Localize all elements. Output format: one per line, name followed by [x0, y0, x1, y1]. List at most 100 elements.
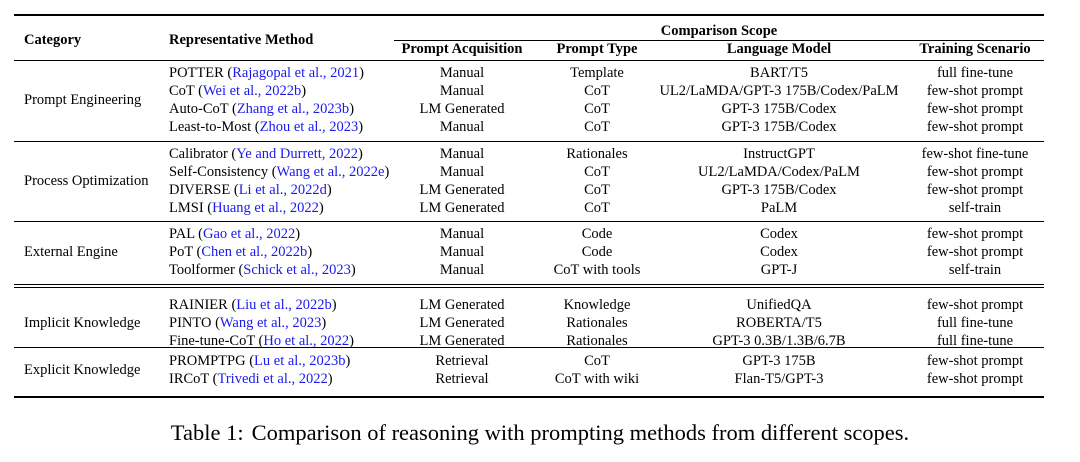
- scope-cell-1: LM Generated: [419, 297, 505, 313]
- method-citation[interactable]: Trivedi et al., 2022: [217, 371, 328, 387]
- header-scope: Comparison Scope: [660, 23, 778, 39]
- close-paren: ): [384, 164, 390, 180]
- scope-cell-4: few-shot prompt: [926, 297, 1024, 313]
- method-cell: PROMPTPG (Lu et al., 2023b): [169, 352, 350, 370]
- header-method: Representative Method: [169, 32, 314, 48]
- scope-cell-3: InstructGPT: [743, 146, 815, 162]
- scope-cell-4: few-shot prompt: [926, 182, 1024, 198]
- method-name: Least-to-Most: [169, 119, 252, 135]
- group-category: Process Optimization: [24, 173, 149, 189]
- method-citation[interactable]: Huang et al., 2022: [212, 200, 319, 216]
- method-cell: IRCoT (Trivedi et al., 2022): [169, 370, 333, 388]
- scope-cell-2: CoT: [584, 164, 610, 180]
- method-citation[interactable]: Ye and Durrett, 2022: [236, 146, 359, 162]
- scope-cell-2: Rationales: [566, 146, 628, 162]
- method-citation[interactable]: Lu et al., 2023b: [254, 353, 346, 369]
- method-name: POTTER: [169, 65, 224, 81]
- scope-cell-3: Codex: [760, 226, 798, 242]
- scope-cell-3: UL2/LaMDA/Codex/PaLM: [698, 164, 860, 180]
- scope-cell-2: Rationales: [566, 333, 628, 349]
- header-col-4: Training Scenario: [919, 41, 1031, 57]
- close-paren: ): [307, 244, 313, 260]
- method-cell: LMSI (Huang et al., 2022): [169, 199, 324, 217]
- scope-cell-2: CoT: [584, 200, 610, 216]
- method-citation[interactable]: Li et al., 2022d: [238, 182, 327, 198]
- header-col-2: Prompt Type: [556, 41, 638, 57]
- close-paren: ): [326, 182, 332, 198]
- close-paren: ): [327, 371, 333, 387]
- method-citation[interactable]: Wang et al., 2022e: [276, 164, 385, 180]
- scope-cell-2: Code: [581, 226, 613, 242]
- method-citation[interactable]: Ho et al., 2022: [263, 333, 350, 349]
- scope-cell-3: GPT-J: [760, 262, 798, 278]
- close-paren: ): [345, 353, 351, 369]
- scope-cell-4: few-shot prompt: [926, 101, 1024, 117]
- method-citation[interactable]: Zhang et al., 2023b: [236, 101, 350, 117]
- close-paren: ): [350, 262, 356, 278]
- scope-cell-4: full fine-tune: [936, 315, 1014, 331]
- method-citation[interactable]: Rajagopal et al., 2021: [232, 65, 360, 81]
- method-name: Toolformer: [169, 262, 235, 278]
- scope-cell-3: GPT-3 0.3B/1.3B/6.7B: [712, 333, 846, 349]
- method-citation[interactable]: Chen et al., 2022b: [201, 244, 308, 260]
- method-citation[interactable]: Wang et al., 2023: [219, 315, 322, 331]
- caption-text: Comparison of reasoning with prompting m…: [251, 420, 910, 445]
- scope-cell-1: Manual: [439, 146, 485, 162]
- scope-cell-3: GPT-3 175B/Codex: [721, 182, 837, 198]
- scope-cell-4: full fine-tune: [936, 333, 1014, 349]
- open-paren: (: [251, 119, 260, 135]
- scope-cell-4: few-shot prompt: [926, 83, 1024, 99]
- scope-cell-2: Code: [581, 244, 613, 260]
- open-paren: (: [223, 65, 233, 81]
- scope-cell-4: full fine-tune: [936, 65, 1014, 81]
- caption-number: Table 1:: [170, 420, 244, 445]
- scope-cell-1: Manual: [439, 164, 485, 180]
- open-paren: (: [203, 200, 213, 216]
- method-name: PAL: [169, 226, 195, 242]
- open-paren: (: [227, 297, 237, 313]
- scope-cell-2: Template: [570, 65, 624, 81]
- method-name: Fine-tune-CoT: [169, 333, 255, 349]
- method-citation[interactable]: Liu et al., 2022b: [236, 297, 332, 313]
- close-paren: ): [358, 119, 364, 135]
- scope-cell-2: Rationales: [566, 315, 628, 331]
- scope-cell-1: Manual: [439, 65, 485, 81]
- scope-cell-1: LM Generated: [419, 200, 505, 216]
- scope-cell-1: Retrieval: [435, 371, 489, 387]
- scope-cell-3: ROBERTA/T5: [736, 315, 822, 331]
- method-name: IRCoT: [169, 371, 210, 387]
- scope-cell-4: few-shot prompt: [926, 119, 1024, 135]
- group-rule: [14, 141, 1044, 142]
- open-paren: (: [211, 315, 220, 331]
- method-cell: CoT (Wei et al., 2022b): [169, 82, 306, 100]
- scope-cell-4: few-shot prompt: [926, 226, 1024, 242]
- close-paren: ): [321, 315, 327, 331]
- open-paren: (: [228, 101, 237, 117]
- scope-cell-1: Manual: [439, 262, 485, 278]
- header-col-1: Prompt Acquisition: [401, 41, 523, 57]
- open-paren: (: [254, 333, 264, 349]
- method-cell: PAL (Gao et al., 2022): [169, 225, 300, 243]
- method-citation[interactable]: Zhou et al., 2023: [259, 119, 359, 135]
- scope-cell-3: UnifiedQA: [746, 297, 812, 313]
- scope-cell-2: CoT: [584, 353, 610, 369]
- scope-cell-4: few-shot prompt: [926, 371, 1024, 387]
- group-category: External Engine: [24, 244, 118, 260]
- open-paren: (: [227, 146, 237, 162]
- scope-cell-3: Codex: [760, 244, 798, 260]
- method-name: PROMPTPG: [169, 353, 246, 369]
- scope-cell-1: Manual: [439, 244, 485, 260]
- scope-cell-3: GPT-3 175B/Codex: [721, 101, 837, 117]
- scope-cell-2: CoT with wiki: [554, 371, 640, 387]
- method-citation[interactable]: Gao et al., 2022: [203, 226, 296, 242]
- open-paren: (: [234, 262, 244, 278]
- method-cell: Auto-CoT (Zhang et al., 2023b): [169, 100, 354, 118]
- open-paren: (: [268, 164, 277, 180]
- scope-cell-2: CoT with tools: [553, 262, 641, 278]
- method-name: Auto-CoT: [169, 101, 229, 117]
- scope-cell-3: Flan-T5/GPT-3: [734, 371, 824, 387]
- method-citation[interactable]: Wei et al., 2022b: [203, 83, 302, 99]
- open-paren: (: [192, 244, 202, 260]
- method-citation[interactable]: Schick et al., 2023: [243, 262, 351, 278]
- scope-cell-1: Retrieval: [435, 353, 489, 369]
